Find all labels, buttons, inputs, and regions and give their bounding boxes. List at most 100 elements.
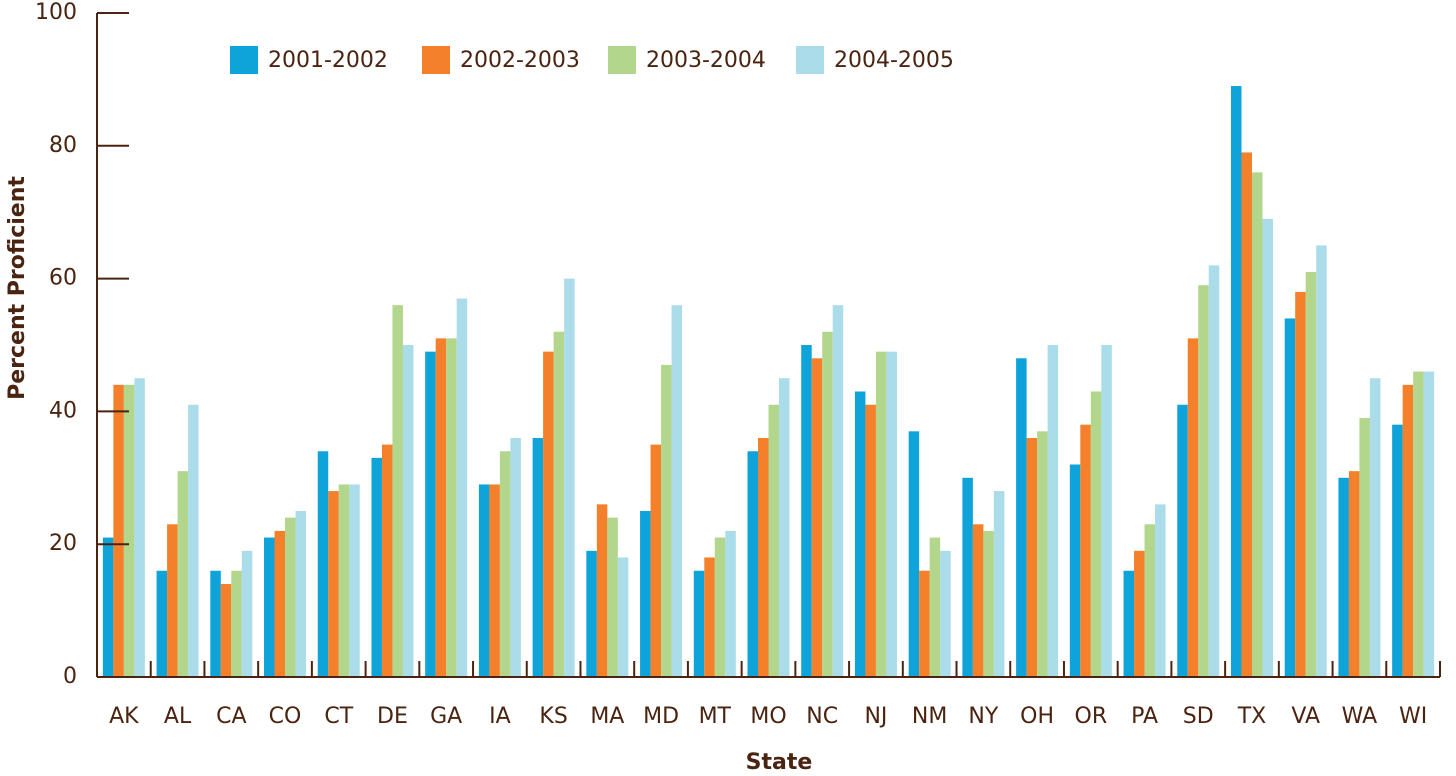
bar — [1348, 471, 1360, 677]
y-axis-title: Percent Proficient — [5, 176, 30, 400]
legend-swatch — [608, 46, 636, 74]
bar — [671, 305, 683, 677]
x-tick-label: CO — [269, 704, 302, 729]
bar — [1262, 218, 1273, 677]
bar — [402, 345, 414, 677]
x-tick-label: OR — [1075, 704, 1108, 729]
bar — [822, 331, 833, 677]
x-tick-label: IA — [489, 704, 511, 729]
bar — [392, 305, 403, 677]
bar — [425, 351, 436, 677]
bar — [908, 431, 920, 677]
bar — [1155, 504, 1166, 677]
bar — [1090, 391, 1102, 677]
bar — [1295, 291, 1306, 677]
bar — [188, 404, 199, 677]
bar — [167, 524, 178, 677]
bar — [510, 437, 521, 677]
bar — [596, 504, 608, 677]
legend-swatch — [230, 46, 258, 74]
bar — [177, 471, 189, 677]
bar — [543, 351, 554, 677]
bar — [338, 484, 350, 677]
legend-label: 2001-2002 — [268, 48, 388, 73]
bar — [714, 537, 726, 677]
bar — [1413, 371, 1424, 677]
bar — [1101, 345, 1112, 677]
bar — [1177, 404, 1188, 677]
bar — [489, 484, 500, 677]
bar — [617, 557, 629, 677]
bar — [704, 557, 715, 677]
bar — [478, 484, 490, 677]
bar — [693, 570, 705, 677]
legend-swatch — [422, 46, 450, 74]
x-tick-label: CA — [216, 704, 246, 729]
bar — [1392, 424, 1403, 677]
bar — [456, 298, 468, 677]
legend-label: 2004-2005 — [834, 48, 954, 73]
bar — [983, 530, 994, 677]
bar — [371, 457, 382, 677]
x-tick-label: CT — [324, 704, 353, 729]
y-tick-label: 60 — [49, 266, 77, 291]
bar — [1037, 431, 1048, 677]
bar — [886, 351, 897, 677]
bar — [650, 444, 662, 677]
bar — [241, 550, 253, 677]
bar — [1251, 172, 1263, 678]
bar — [532, 437, 544, 677]
bar — [929, 537, 941, 677]
bar — [553, 331, 565, 677]
y-tick-label: 20 — [49, 531, 77, 556]
bar — [349, 484, 360, 677]
bar — [264, 537, 275, 677]
bar — [285, 517, 296, 677]
bar — [113, 384, 124, 677]
bar — [210, 570, 221, 677]
x-tick-label: VA — [1291, 704, 1320, 729]
bar — [661, 364, 672, 677]
bar — [1187, 338, 1199, 677]
x-tick-label: WI — [1399, 704, 1427, 729]
bar — [1284, 318, 1296, 677]
bar — [801, 345, 812, 677]
bar — [435, 338, 447, 677]
legend-label: 2003-2004 — [646, 48, 766, 73]
bar — [317, 451, 329, 677]
bar — [231, 570, 242, 677]
x-tick-label: MT — [699, 704, 732, 729]
x-tick-label: NM — [912, 704, 947, 729]
x-tick-label: SD — [1183, 704, 1214, 729]
bar — [607, 517, 618, 677]
bar — [1080, 424, 1091, 677]
bar — [640, 511, 651, 677]
bar — [1026, 437, 1038, 677]
x-tick-label: KS — [539, 704, 567, 729]
bar — [758, 437, 769, 677]
bar — [1208, 265, 1220, 677]
x-tick-label: NC — [806, 704, 838, 729]
y-tick-label: 100 — [35, 0, 77, 25]
bar — [1016, 358, 1027, 677]
bar — [156, 570, 168, 677]
x-tick-label: MA — [590, 704, 624, 729]
bar — [1144, 524, 1156, 677]
x-tick-label: MO — [750, 704, 786, 729]
bar — [295, 511, 307, 677]
bar — [381, 444, 393, 677]
x-tick-label: AL — [164, 704, 192, 729]
bar — [134, 378, 145, 677]
bar — [446, 338, 457, 677]
x-axis-title: State — [746, 750, 813, 775]
bar — [1069, 464, 1081, 677]
bar — [779, 378, 790, 677]
bar — [1423, 371, 1435, 677]
bar — [1134, 550, 1145, 677]
bar — [1369, 378, 1381, 677]
bar — [1123, 570, 1135, 677]
legend-label: 2002-2003 — [460, 48, 580, 73]
bar — [962, 477, 973, 677]
bar — [972, 524, 984, 677]
